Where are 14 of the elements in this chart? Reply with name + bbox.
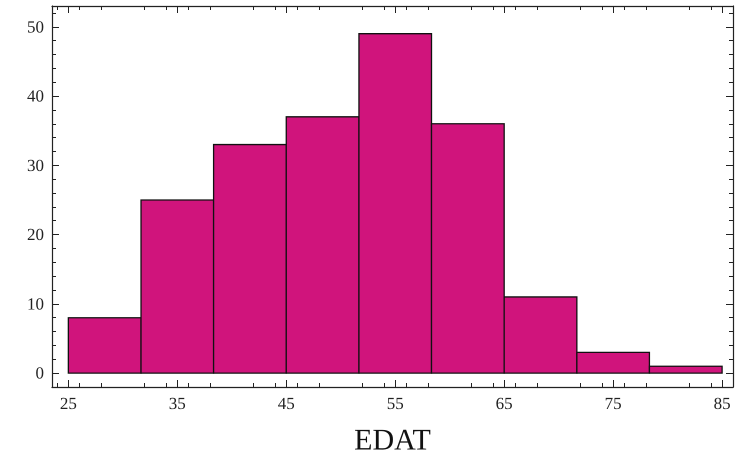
x-tick-label: 45 — [278, 394, 295, 413]
x-axis-title: EDAT — [354, 424, 431, 456]
x-tick-label: 75 — [604, 394, 622, 413]
y-tick-label: 10 — [27, 294, 44, 314]
x-tick-label: 65 — [496, 394, 513, 413]
y-tick-label: 30 — [27, 156, 44, 175]
y-tick-label: 40 — [27, 86, 44, 106]
y-tick-label: 20 — [27, 225, 44, 244]
x-tick-label: 55 — [386, 394, 404, 413]
y-tick-label: 50 — [27, 17, 44, 36]
x-tick-label: 85 — [714, 394, 731, 413]
y-tick-label: 0 — [36, 364, 44, 383]
x-tick-label: 25 — [60, 394, 77, 413]
x-tick-label: 35 — [168, 394, 186, 413]
